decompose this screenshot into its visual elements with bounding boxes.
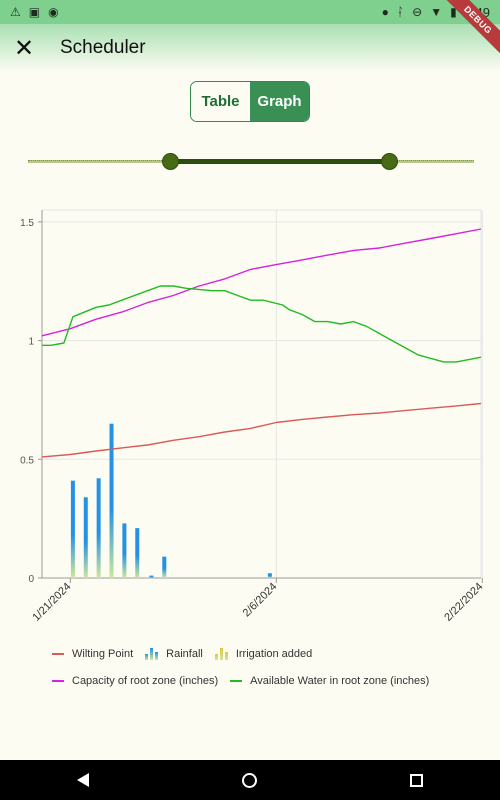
bluetooth-icon: ᛛ [396,5,405,19]
y-tick-label: 1.5 [20,218,34,229]
legend-item-rainfall: Rainfall [145,647,203,660]
legend-label-irrigation: Irrigation added [235,647,313,660]
x-tick-label: 2/22/2024 [442,581,485,624]
legend-swatch-rainfall [145,647,159,660]
legend-item-capacity: Capacity of root zone (inches) [52,675,218,687]
legend-label-wilting: Wilting Point [72,647,134,660]
bar-rainfall [122,523,127,578]
recent-apps-icon [410,773,424,787]
chart-legend: Wilting Point Rainfall Irrigation added … [52,640,492,694]
recent-apps-button[interactable] [387,760,447,800]
slider-start-thumb[interactable] [162,153,180,170]
close-button[interactable]: ✕ [2,26,46,70]
status-bar: ⚠ ▣ ◉ ● ᛛ ⊖ ▼ ▮ 2:49 [0,0,500,24]
page-title: Scheduler [60,37,146,58]
y-tick-label: 1 [28,337,34,348]
location-icon: ● [381,5,389,19]
slider-active-range [170,159,390,164]
bar-rainfall [162,556,167,578]
back-icon [77,773,90,787]
legend-item-wilting: Wilting Point [52,648,133,660]
bar-rainfall [96,478,101,578]
legend-swatch-wilting [52,652,64,655]
system-nav-bar [0,760,500,800]
image-icon: ▣ [28,5,41,19]
bar-rainfall [267,573,272,578]
battery-icon: ▮ [450,5,457,19]
bar-rainfall [83,497,88,578]
back-button[interactable] [53,760,113,800]
view-toggle: Table Graph [190,81,310,122]
do-not-disturb-icon: ⊖ [412,5,423,19]
water-balance-chart: 0 0.5 1 1.5 1/21/2024 2/6/2024 2/22/2024 [0,196,500,652]
legend-label-capacity: Capacity of root zone (inches) [72,674,219,687]
toggle-table-button[interactable]: Table [191,82,250,121]
close-icon: ✕ [13,34,35,62]
x-tick-label: 2/6/2024 [241,581,280,620]
x-tick-label: 1/21/2024 [30,581,73,624]
bar-rainfall [135,528,140,578]
legend-swatch-available [230,679,243,682]
chart-svg: 0 0.5 1 1.5 1/21/2024 2/6/2024 2/22/2024 [20,209,485,624]
home-button[interactable] [220,760,280,800]
legend-swatch-capacity [52,679,64,682]
legend-row: Wilting Point Rainfall Irrigation added [52,640,492,667]
slider-end-thumb[interactable] [380,153,398,170]
y-tick-label: 0.5 [20,455,34,466]
legend-item-available: Available Water in root zone (inches) [230,675,429,687]
legend-row: Capacity of root zone (inches) Available… [52,667,492,694]
series-line-available [42,285,482,363]
legend-swatch-irrigation [214,647,229,660]
bar-rainfall [149,575,154,578]
y-tick-label: 0 [28,574,34,585]
bar-rainfall [109,423,114,578]
warning-icon: ⚠ [10,5,21,19]
legend-label-rainfall: Rainfall [166,647,203,660]
home-icon [242,772,258,788]
legend-label-available: Available Water in root zone (inches) [250,674,430,687]
date-range-slider[interactable] [28,150,474,174]
series-line-wilting [41,402,482,458]
android-icon: ◉ [48,5,59,19]
wifi-icon: ▼ [430,5,443,19]
app-bar: ✕ Scheduler [0,24,500,72]
toggle-graph-button[interactable]: Graph [250,82,309,121]
legend-item-irrigation: Irrigation added [214,647,313,660]
series-line-capacity [41,228,482,337]
bar-rainfall [70,480,75,578]
status-left-icons: ⚠ ▣ ◉ [10,6,59,18]
